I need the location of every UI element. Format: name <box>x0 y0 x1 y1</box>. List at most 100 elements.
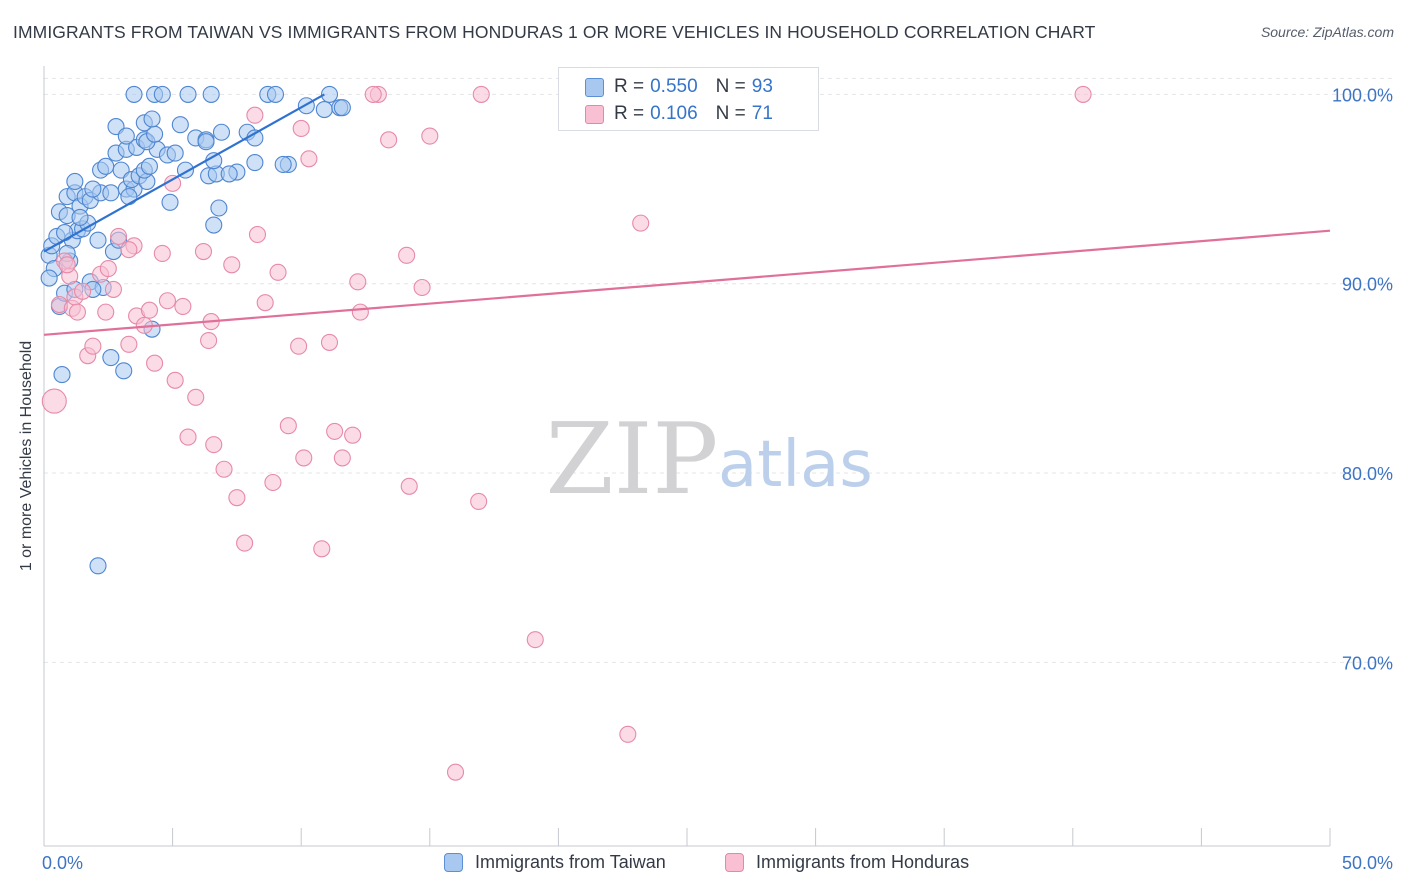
honduras-point <box>632 214 650 232</box>
taiwan-point <box>125 85 143 103</box>
honduras-point <box>41 388 67 414</box>
honduras-point <box>413 278 431 297</box>
taiwan-point <box>53 366 71 384</box>
legend-swatch-taiwan <box>585 77 604 97</box>
gridlines <box>44 77 1392 663</box>
honduras-point <box>205 436 223 454</box>
honduras-point <box>290 337 308 355</box>
honduras-point <box>140 301 159 319</box>
honduras-point <box>68 303 86 321</box>
honduras-trend-line <box>43 229 1331 336</box>
taiwan-point <box>220 165 238 183</box>
honduras-point <box>174 297 192 315</box>
legend-item-honduras[interactable]: Immigrants from Honduras <box>725 852 969 873</box>
honduras-point <box>326 422 344 440</box>
honduras-point <box>146 354 164 372</box>
y-tick-label: 70.0% <box>1342 653 1393 673</box>
x-tick-label-end: 50.0% <box>1342 853 1393 873</box>
x-tick-label-start: 0.0% <box>42 853 83 873</box>
series-legend: Immigrants from Taiwan Immigrants from H… <box>0 852 1406 878</box>
honduras-point <box>246 106 264 124</box>
taiwan-trend-line <box>43 93 325 253</box>
taiwan-point <box>40 269 58 287</box>
legend-swatch-taiwan <box>444 853 463 872</box>
honduras-point <box>344 426 362 444</box>
trend-lines <box>43 93 1331 336</box>
taiwan-point <box>274 155 292 173</box>
watermark-atlas: atlas <box>718 428 873 502</box>
honduras-point <box>74 282 92 300</box>
honduras-point <box>194 242 213 261</box>
y-tick-label: 100.0% <box>1332 85 1393 105</box>
taiwan-point <box>102 349 120 367</box>
taiwan-point <box>210 199 228 217</box>
honduras-point <box>526 631 544 649</box>
honduras-point <box>279 417 297 435</box>
taiwan-point <box>84 180 102 198</box>
honduras-point <box>58 256 76 274</box>
legend-row-taiwan: R = 0.550 N = 93 <box>585 74 773 100</box>
watermark: ZIP atlas <box>546 403 873 517</box>
honduras-point <box>313 540 331 558</box>
legend-r-value-honduras: 0.106 <box>650 103 698 124</box>
honduras-point <box>400 477 418 495</box>
taiwan-point <box>115 362 133 380</box>
taiwan-point <box>161 193 179 211</box>
taiwan-point <box>179 85 197 103</box>
honduras-point <box>236 534 254 552</box>
honduras-point <box>248 225 267 244</box>
legend-n-label: N = <box>715 103 746 124</box>
honduras-point <box>364 85 382 103</box>
honduras-point <box>421 127 439 145</box>
taiwan-point <box>56 224 74 242</box>
legend-n-value-honduras: 71 <box>751 103 773 124</box>
honduras-points <box>41 85 1092 781</box>
chart-title: IMMIGRANTS FROM TAIWAN VS IMMIGRANTS FRO… <box>13 22 1096 42</box>
legend-r-label: R = <box>614 76 645 97</box>
taiwan-point <box>89 557 107 575</box>
legend-r-value-taiwan: 0.550 <box>650 76 698 97</box>
taiwan-point <box>97 157 115 175</box>
legend-n-value-taiwan: 93 <box>751 76 773 97</box>
honduras-point <box>104 280 122 298</box>
taiwan-point <box>166 144 184 162</box>
honduras-point <box>398 246 416 264</box>
honduras-point <box>349 273 367 291</box>
honduras-point <box>446 763 465 781</box>
legend-swatch-honduras <box>725 853 744 872</box>
taiwan-point <box>117 127 135 145</box>
honduras-point <box>187 388 205 406</box>
honduras-point <box>120 335 138 353</box>
honduras-point <box>256 294 274 312</box>
honduras-point <box>472 85 490 103</box>
honduras-point <box>158 292 177 310</box>
taiwan-point <box>66 172 84 191</box>
y-tick-label: 80.0% <box>1342 464 1393 484</box>
legend-item-taiwan[interactable]: Immigrants from Taiwan <box>444 852 666 873</box>
taiwan-point <box>102 184 120 202</box>
honduras-point <box>99 260 117 278</box>
honduras-point <box>470 492 488 510</box>
taiwan-point <box>333 99 351 117</box>
tick-labels: 70.0% 80.0% 90.0% 100.0% 0.0% 50.0% <box>42 85 1393 873</box>
taiwan-point <box>71 208 89 227</box>
honduras-point <box>223 256 241 274</box>
honduras-point <box>320 333 339 351</box>
honduras-point <box>300 150 318 168</box>
legend-label-honduras: Immigrants from Honduras <box>756 852 970 872</box>
taiwan-point <box>246 154 264 172</box>
taiwan-point <box>89 231 107 249</box>
honduras-point <box>351 303 369 321</box>
honduras-point <box>295 449 313 467</box>
taiwan-point <box>212 123 231 141</box>
honduras-point <box>269 263 287 281</box>
taiwan-point <box>120 188 138 206</box>
legend-row-honduras: R = 0.106 N = 71 <box>585 101 773 127</box>
legend-n-label: N = <box>715 76 746 97</box>
legend-r-label: R = <box>614 103 645 124</box>
honduras-point <box>179 428 197 446</box>
source-label: Source: ZipAtlas.com <box>1260 24 1394 40</box>
taiwan-point <box>140 157 159 175</box>
honduras-point <box>110 227 128 245</box>
